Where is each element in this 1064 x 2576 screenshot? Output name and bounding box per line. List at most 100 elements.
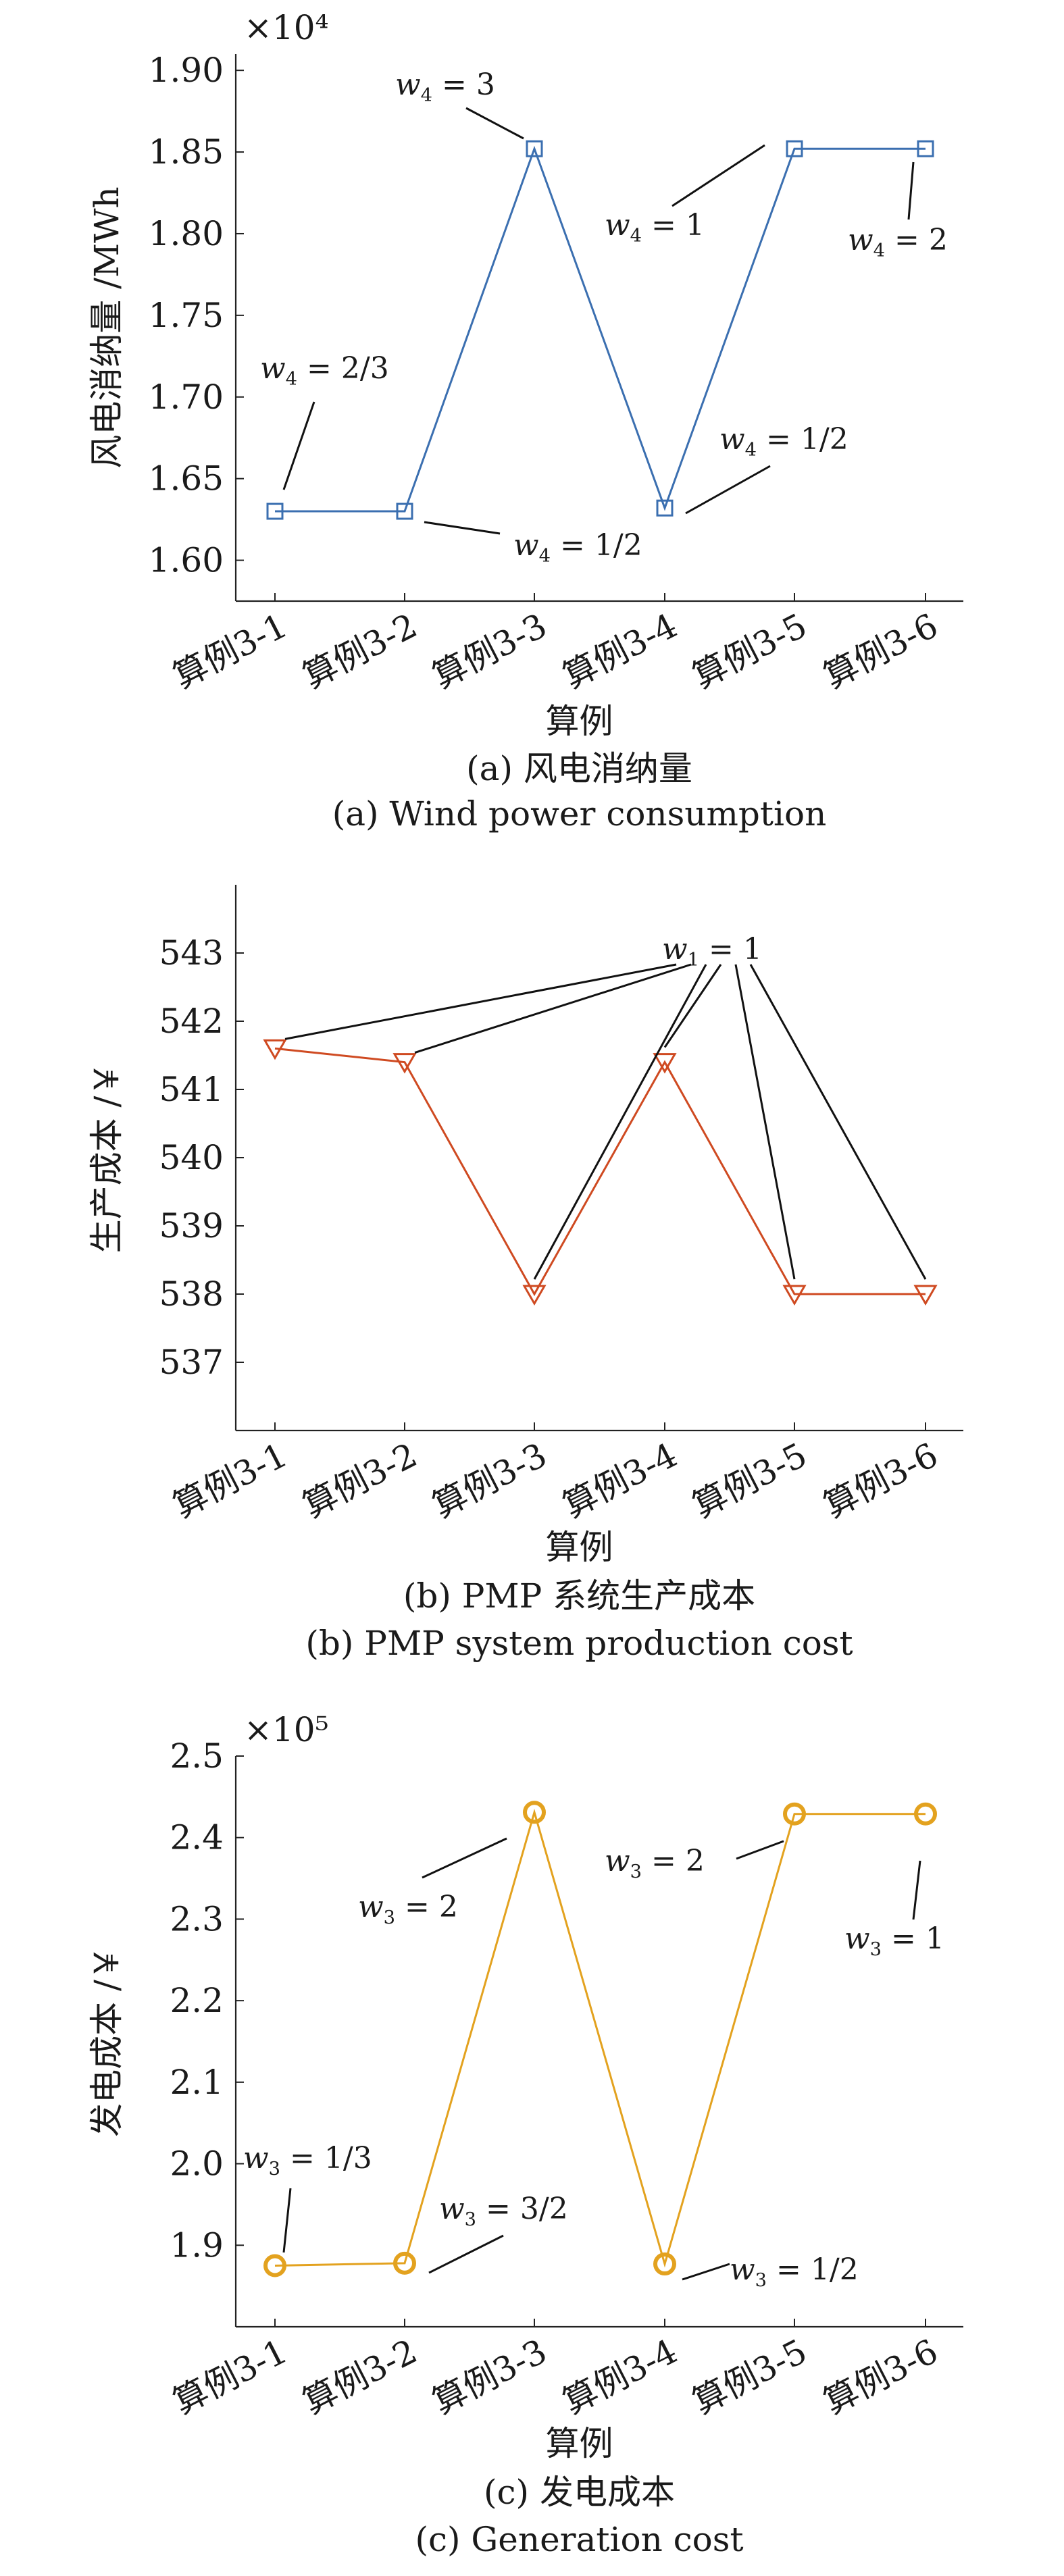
annotation-leader-3 [465,107,524,140]
y-tick-label-7: 2.5 [170,1736,224,1776]
y-axis-title: 发电成本 /￥ [87,1946,126,2137]
x-tick-label-4: 算例3-4 [557,606,683,696]
y-tick-label-7: 543 [159,933,224,973]
x-tick-label-2: 算例3-2 [297,606,423,696]
y-tick-label-6: 1.85 [149,132,224,172]
annotation-leader-4 [685,465,771,515]
annotation-label-4: w4 = 1/2 [719,422,848,461]
annotation-leader-1 [282,2188,292,2253]
y-tick-label-5: 1.80 [149,214,224,253]
x-tick-label-6: 算例3-6 [817,2332,944,2422]
y-tick-label-1: 537 [159,1343,224,1382]
annotation-leader-6 [749,964,927,1280]
chart-panel-3: 1.9 2.0 2.1 2.2 2.3 2.4 2.5 ×10⁵ 算例3-1 算例3-2 算例3-3… [87,1710,963,2559]
data-marker-4 [656,499,674,517]
y-tick-label-6: 2.4 [170,1818,224,1857]
data-marker-3 [523,1801,546,1824]
y-tick-label-2: 2.0 [170,2144,224,2184]
annotation-leader-2 [414,963,692,1054]
annotation-label-5: w4 = 1 [605,208,705,247]
y-tick-label-7: 1.90 [149,51,224,90]
data-marker-5 [786,140,803,157]
x-tick-label-3: 算例3-3 [426,1435,553,1526]
annotation-leader-4 [682,2263,730,2281]
x-tick-label-3: 算例3-3 [426,2332,553,2422]
annotation-label-6: w4 = 2 [848,223,948,261]
y-tick-label-3: 2.1 [170,2063,224,2102]
data-marker-2 [393,2251,416,2275]
series-line [274,1808,926,2268]
x-tick-label-5: 算例3-5 [686,606,813,696]
x-tick-label-1: 算例3-1 [167,1435,293,1526]
y-tick-label-4: 540 [159,1138,224,1177]
x-tick-label-5: 算例3-5 [686,2332,813,2422]
caption-english: (b) PMP system production cost [305,1624,853,1663]
data-marker-2 [396,503,413,520]
x-tick-label-4: 算例3-4 [557,2332,683,2422]
y-tick-label-1: 1.60 [149,541,224,580]
annotation-label-4: w3 = 1/2 [730,2252,859,2291]
y-tick-label-6: 542 [159,1002,224,1041]
y-axis-title: 风电消纳量 /MWh [87,186,126,469]
annotation-label-2: w4 = 1/2 [513,528,642,567]
annotation-label-5: w3 = 2 [605,1844,705,1882]
caption-chinese: (b) PMP 系统生产成本 [403,1576,755,1616]
x-tick-label-2: 算例3-2 [297,1435,423,1526]
annotation-leader-6 [912,1860,921,1920]
y-tick-label-3: 1.70 [149,378,224,417]
annotation-leader-5 [736,1840,784,1860]
data-marker-1 [266,503,284,520]
x-tick-label-1: 算例3-1 [167,606,293,696]
x-tick-label-1: 算例3-1 [167,2332,293,2422]
annotation-label-6: w3 = 1 [844,1922,944,1960]
y-scale-label: ×10⁴ [244,8,329,47]
caption-chinese: (a) 风电消纳量 [466,749,692,788]
data-marker-3 [522,1285,547,1306]
x-axis-title: 算例 [546,702,613,741]
x-tick-label-4: 算例3-4 [557,1435,683,1526]
y-tick-label-2: 1.65 [149,459,224,498]
y-tick-label-3: 539 [159,1206,224,1245]
annotation-leader-6 [907,161,915,220]
annotation-leader-2 [428,2234,504,2274]
annotation-leader-5 [672,144,765,207]
caption-english: (a) Wind power consumption [332,794,827,833]
annotation-leader-2 [424,521,501,535]
series-line [274,1047,926,1297]
data-marker-5 [782,1285,807,1306]
annotation-leader-1 [282,401,315,490]
x-axis-title: 算例 [546,2424,613,2463]
data-marker-1 [263,1039,287,1060]
annotation-label-3: w3 = 2 [358,1890,458,1928]
y-axis-title: 生产成本 /￥ [87,1062,126,1254]
caption-chinese: (c) 发电成本 [484,2473,675,2512]
x-tick-label-5: 算例3-5 [686,1435,813,1526]
data-marker-3 [526,140,543,157]
y-tick-label-2: 538 [159,1274,224,1314]
data-marker-5 [783,1802,806,1826]
x-tick-label-6: 算例3-6 [817,606,944,696]
annotation-label-1: w1 = 1 [662,932,762,971]
annotation-leader-4 [663,964,722,1048]
series-line [275,145,926,513]
y-tick-label-5: 541 [159,1070,224,1109]
x-axis-title: 算例 [546,1528,613,1567]
annotation-label-2: w3 = 3/2 [439,2192,568,2230]
x-tick-label-6: 算例3-6 [817,1435,944,1526]
annotation-label-1: w4 = 2/3 [260,351,389,390]
y-tick-label-5: 2.3 [170,1899,224,1938]
data-marker-1 [263,2254,286,2277]
annotation-leader-5 [734,964,796,1280]
annotation-leader-3 [533,964,707,1280]
x-tick-label-2: 算例3-2 [297,2332,423,2422]
y-tick-label-4: 2.2 [170,1981,224,2020]
y-tick-label-1: 1.9 [170,2225,224,2265]
annotation-label-1: w3 = 1/3 [243,2141,372,2180]
y-scale-label: ×10⁵ [244,1710,329,1749]
data-marker-6 [913,1285,938,1306]
data-marker-4 [653,1053,677,1074]
x-tick-label-3: 算例3-3 [426,606,553,696]
annotation-label-3: w4 = 3 [395,68,495,106]
